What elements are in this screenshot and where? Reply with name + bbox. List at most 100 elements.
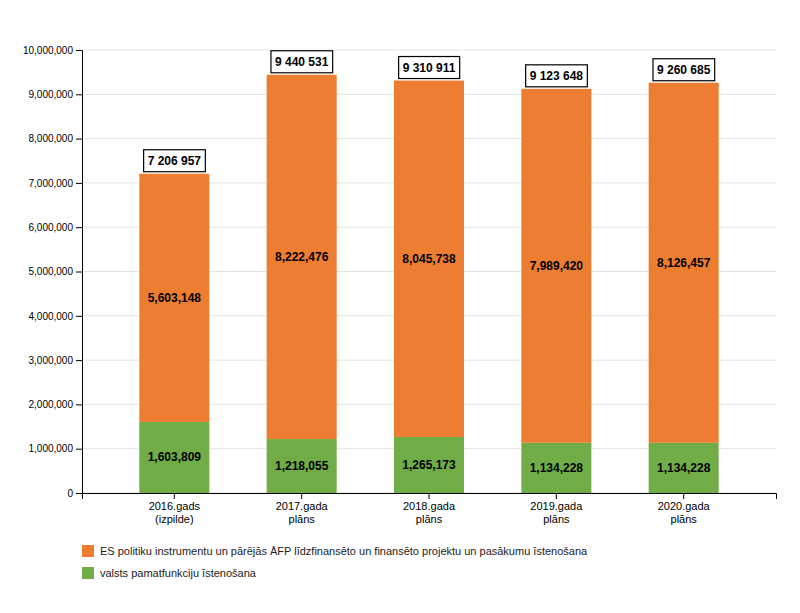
y-tick-mark — [76, 94, 82, 95]
bar — [267, 439, 337, 493]
grid — [82, 50, 776, 493]
x-tick: 2017.gadaplāns — [276, 493, 329, 525]
total: 9 260 685 — [653, 59, 715, 81]
x-tick-label-line: (izpilde) — [155, 513, 194, 525]
total-box — [653, 59, 715, 81]
x-tick: 2016.gads(izpilde) — [149, 493, 201, 525]
x-tick-label-line: plāns — [671, 513, 698, 525]
x-axis: 2016.gads(izpilde)2017.gadaplāns2018.gad… — [83, 493, 777, 525]
y-tick: 3,000,000 — [29, 355, 83, 366]
y-tick-mark — [76, 227, 82, 228]
chart: 0 1,000,000 2,000,000 3,000,000 4,000,000 5,0… — [0, 0, 800, 613]
x-tick-mark — [174, 493, 175, 499]
total-box — [399, 57, 460, 79]
data-label: 1,134,228 — [530, 461, 584, 475]
x-tick-label-line: 2016.gads — [149, 500, 201, 512]
y-tick-label: 4,000,000 — [29, 311, 74, 322]
x-tick-label-line: plāns — [416, 513, 443, 525]
y-tick: 5,000,000 — [29, 266, 83, 277]
data-label: 1,603,809 — [148, 450, 202, 464]
data-label: 5,603,148 — [148, 291, 202, 305]
x-tick: 2020.gadaplāns — [658, 493, 711, 525]
total: 9 440 531 — [271, 51, 333, 73]
y-tick-label: 9,000,000 — [29, 89, 74, 100]
bar — [521, 443, 591, 493]
plot: 0 1,000,000 2,000,000 3,000,000 4,000,000 5,0… — [23, 45, 777, 525]
bar — [521, 89, 591, 443]
bar — [394, 81, 464, 437]
legend-item: valsts pamatfunkciju īstenošana — [82, 567, 257, 579]
x-axis-line — [83, 494, 777, 500]
y-tick-mark — [76, 183, 82, 184]
y-tick-mark — [76, 449, 82, 450]
x-tick-label-line: 2019.gada — [530, 500, 583, 512]
x-tick-label-line: plāns — [289, 513, 316, 525]
bar — [649, 443, 719, 493]
y-tick: 7,000,000 — [29, 178, 83, 189]
y-tick-mark — [76, 493, 82, 494]
total-box — [271, 51, 333, 73]
x-tick-mark — [556, 493, 557, 499]
data-label: 8,045,738 — [402, 252, 456, 266]
legend-label: valsts pamatfunkciju īstenošana — [100, 567, 257, 579]
x-tick-label: 2020.gadaplāns — [658, 500, 711, 525]
total-label: 9 440 531 — [275, 55, 329, 69]
data-label: 1,134,228 — [657, 461, 711, 475]
y-tick-label: 3,000,000 — [29, 355, 74, 366]
total-label: 9 310 911 — [403, 61, 456, 75]
legend-swatch — [82, 567, 94, 579]
y-tick: 10,000,000 — [23, 45, 82, 56]
data-label: 7,989,420 — [530, 259, 584, 273]
y-tick-mark — [76, 139, 82, 140]
y-tick-label: 7,000,000 — [29, 178, 74, 189]
y-tick: 2,000,000 — [29, 399, 83, 410]
bar — [267, 75, 337, 439]
y-tick: 8,000,000 — [29, 133, 83, 144]
legend-swatch — [82, 545, 94, 557]
data-label: 8,126,457 — [657, 256, 711, 270]
grid-line — [82, 50, 776, 51]
x-tick-label: 2019.gadaplāns — [530, 500, 583, 525]
y-tick: 9,000,000 — [29, 89, 83, 100]
y-tick-label: 2,000,000 — [29, 399, 74, 410]
y-tick-mark — [76, 360, 82, 361]
x-tick-label-line: 2017.gada — [276, 500, 329, 512]
y-tick: 0 — [67, 488, 82, 499]
data-labels: 1,603,809 5,603,148 1,218,055 8,222,476 1,26… — [148, 250, 711, 475]
y-tick-mark — [76, 316, 82, 317]
total-label: 7 206 957 — [148, 154, 202, 168]
y-tick-label: 1,000,000 — [29, 443, 74, 454]
y-tick-label: 6,000,000 — [29, 222, 74, 233]
data-label: 8,222,476 — [275, 250, 329, 264]
data-label: 1,218,055 — [275, 459, 329, 473]
x-tick-label-line: 2018.gada — [403, 500, 456, 512]
bar — [139, 422, 209, 493]
total-label: 9 260 685 — [657, 63, 711, 77]
total-box — [144, 150, 206, 172]
total: 7 206 957 — [144, 150, 206, 172]
legend: ES politiku instrumentu un pārējās ĀFP l… — [82, 545, 588, 579]
x-tick-label: 2018.gadaplāns — [403, 500, 456, 525]
y-tick: 6,000,000 — [29, 222, 83, 233]
x-tick-label-line: 2020.gada — [658, 500, 711, 512]
y-tick-mark — [76, 50, 82, 51]
bar — [394, 437, 464, 493]
y-tick-label: 8,000,000 — [29, 133, 74, 144]
bar — [139, 174, 209, 422]
x-tick-mark — [301, 493, 302, 499]
y-axis: 0 1,000,000 2,000,000 3,000,000 4,000,000 5,0… — [23, 45, 83, 499]
legend-label: ES politiku instrumentu un pārējās ĀFP l… — [100, 545, 588, 557]
bar — [649, 83, 719, 443]
x-tick-label: 2017.gadaplāns — [276, 500, 329, 525]
total-box — [526, 65, 588, 87]
total: 9 310 911 — [399, 57, 460, 79]
totals: 7 206 9579 440 5319 310 9119 123 6489 26… — [144, 51, 715, 172]
y-tick-label: 10,000,000 — [23, 45, 73, 56]
y-tick-mark — [76, 404, 82, 405]
data-label: 1,265,173 — [402, 458, 456, 472]
x-tick-label: 2016.gads(izpilde) — [149, 500, 201, 525]
x-tick-mark — [429, 493, 430, 499]
x-tick: 2018.gadaplāns — [403, 493, 456, 525]
x-tick-mark — [683, 493, 684, 499]
x-tick-label-line: plāns — [543, 513, 570, 525]
